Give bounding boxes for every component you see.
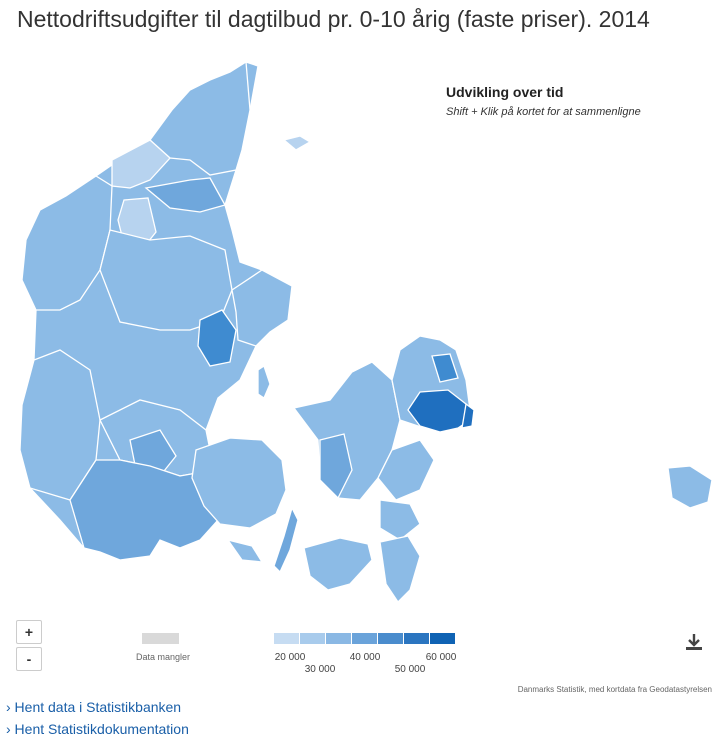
download-icon[interactable] [684,632,704,652]
region-randers[interactable] [197,309,237,367]
region-funen[interactable] [191,437,287,529]
panel-heading: Udvikling over tid [446,84,564,100]
region-bornholm[interactable] [667,465,713,509]
legend-tick: 20 000 [274,652,306,663]
region-vendsyssel[interactable] [149,60,251,176]
panel-hint: Shift + Klik på kortet for at sammenlign… [446,106,641,118]
development-panel: Udvikling over tid Shift + Klik på korte… [446,84,641,118]
region-helsingor[interactable] [431,353,459,383]
region-samso[interactable] [257,364,271,399]
source-credit: Danmarks Statistik, med kortdata fra Geo… [517,685,712,694]
legend-color-step [300,633,326,644]
region-copenhagen[interactable] [407,389,471,433]
region-lolland[interactable] [303,537,373,591]
region-aalborg[interactable] [144,177,226,213]
region-aero[interactable] [226,538,264,563]
statbank-link[interactable]: › Hent data i Statistikbanken [6,699,182,715]
legend-color-step [430,633,456,644]
legend-color-step [352,633,378,644]
choropleth-map[interactable] [0,50,720,610]
region-djursland[interactable] [231,269,293,347]
legend-tick: 30 000 [304,664,336,675]
region-kalundborg[interactable] [319,433,353,500]
region-south-west[interactable] [19,349,101,501]
legend-color-step [326,633,352,644]
legend-color-step [404,633,430,644]
region-south-jutland[interactable] [69,459,227,561]
legend-tick: 50 000 [394,664,426,675]
legend-color-step [274,633,300,644]
legend-color-step [378,633,404,644]
missing-data-label: Data mangler [136,652,191,662]
region-stevns[interactable] [379,499,421,541]
zoom-out-button[interactable]: - [16,647,42,671]
region-falster[interactable] [379,535,421,604]
legend-color-bar [274,633,456,644]
zoom-in-button[interactable]: + [16,620,42,644]
legend-tick: 60 000 [425,652,457,663]
documentation-link[interactable]: › Hent Statistikdokumentation [6,721,189,737]
region-koge[interactable] [377,439,435,501]
region-amager[interactable] [461,402,475,429]
missing-data-swatch [142,633,179,644]
page-title: Nettodriftsudgifter til dagtilbud pr. 0-… [17,6,650,32]
region-langeland[interactable] [273,506,299,574]
region-anholt[interactable] [282,135,312,151]
legend-tick: 40 000 [349,652,381,663]
region-west-jutland[interactable] [21,175,113,311]
